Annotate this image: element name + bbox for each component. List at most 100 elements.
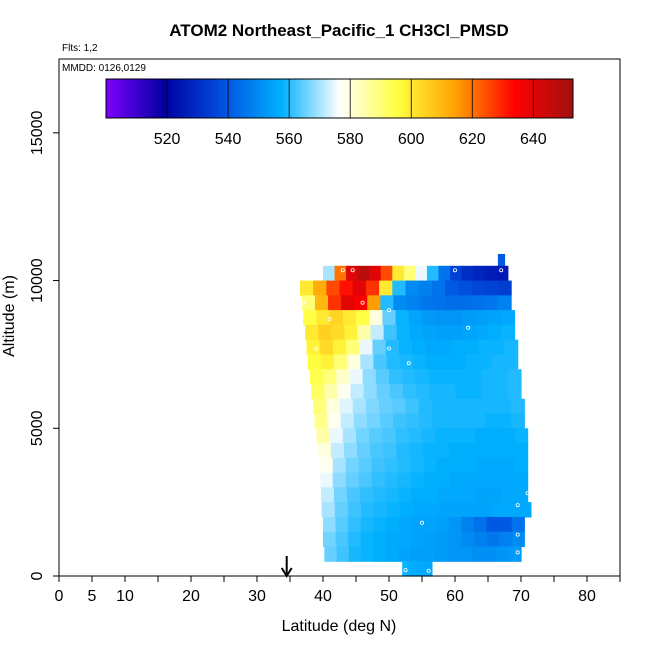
heatmap-cell bbox=[464, 339, 479, 356]
heatmap-cell bbox=[411, 487, 425, 503]
colorbar-swatch bbox=[563, 79, 568, 118]
heatmap-cell bbox=[461, 516, 475, 533]
heatmap-cell bbox=[396, 443, 411, 459]
heatmap-cell bbox=[471, 280, 486, 296]
heatmap-cell bbox=[514, 443, 529, 459]
heatmap-cell bbox=[358, 472, 373, 488]
heatmap-cell bbox=[369, 265, 382, 282]
heatmap-cell bbox=[449, 472, 464, 488]
heatmap-cell bbox=[323, 531, 337, 548]
sample-point bbox=[307, 393, 312, 398]
colorbar-swatch bbox=[488, 79, 493, 118]
heatmap-cell bbox=[436, 531, 450, 548]
heatmap-cell bbox=[422, 324, 437, 341]
heatmap-cell bbox=[422, 546, 436, 562]
heatmap-cell bbox=[373, 516, 387, 533]
heatmap-cell bbox=[356, 310, 370, 326]
heatmap-cell bbox=[474, 428, 489, 444]
heatmap-cell bbox=[471, 413, 486, 429]
heatmap-cell bbox=[318, 324, 332, 341]
heatmap-cell bbox=[405, 398, 420, 415]
colorbar-swatch bbox=[327, 79, 331, 118]
heatmap-cell bbox=[403, 265, 416, 282]
colorbar-swatch bbox=[211, 79, 216, 118]
heatmap-cell bbox=[317, 443, 332, 459]
colorbar-swatch bbox=[308, 79, 312, 118]
heatmap-cell bbox=[411, 531, 425, 548]
heatmap-cell bbox=[462, 443, 476, 459]
heatmap-cell bbox=[348, 531, 362, 548]
heatmap-cell bbox=[398, 339, 413, 356]
heatmap-cell bbox=[439, 354, 453, 370]
heatmap-cell bbox=[379, 398, 393, 415]
colorbar-swatch bbox=[457, 79, 462, 118]
heatmap-cell bbox=[501, 324, 515, 341]
colorbar-swatch bbox=[193, 79, 197, 118]
heatmap-cell bbox=[478, 354, 493, 370]
heatmap-cell bbox=[395, 428, 410, 444]
heatmap-cell bbox=[488, 428, 502, 444]
heatmap-cell bbox=[461, 310, 476, 326]
sample-point bbox=[301, 300, 306, 305]
x-tick-label: 10 bbox=[116, 588, 134, 605]
colorbar-swatch bbox=[351, 79, 356, 118]
heatmap-cell bbox=[438, 265, 451, 282]
colorbar-tick-label: 620 bbox=[459, 131, 486, 148]
heatmap-cell bbox=[356, 428, 370, 444]
heatmap-cell bbox=[448, 428, 463, 444]
colorbar-swatch bbox=[323, 79, 328, 118]
x-tick-label: 70 bbox=[512, 588, 530, 605]
heatmap-cell bbox=[324, 383, 338, 400]
heatmap-cell bbox=[450, 487, 464, 503]
colorbar bbox=[106, 79, 574, 118]
colorbar-swatch bbox=[143, 79, 147, 118]
heatmap-cell bbox=[481, 383, 496, 400]
heatmap-cell bbox=[461, 531, 475, 548]
colorbar-swatch bbox=[392, 79, 397, 118]
colorbar-swatch bbox=[485, 79, 490, 118]
sample-point bbox=[360, 300, 365, 305]
x-axis: 0 5 10 20 30 40 50 60 70 80 bbox=[55, 576, 621, 605]
heatmap-cell bbox=[449, 457, 464, 474]
heatmap-cell bbox=[360, 354, 375, 370]
colorbar-swatch bbox=[370, 79, 375, 118]
heatmap-cell bbox=[400, 502, 414, 518]
heatmap-cell bbox=[396, 324, 411, 341]
heatmap-cell bbox=[329, 310, 344, 326]
heatmap-cell bbox=[326, 398, 341, 415]
heatmap-cell bbox=[321, 502, 336, 518]
heatmap-cell bbox=[336, 546, 350, 562]
heatmap-cell bbox=[406, 295, 421, 311]
heatmap-cell bbox=[402, 383, 417, 400]
heatmap-cell bbox=[380, 295, 395, 311]
colorbar-swatch bbox=[532, 79, 537, 118]
y-tick-label: 15000 bbox=[29, 111, 46, 156]
colorbar-swatch bbox=[439, 79, 443, 118]
heatmap-cell bbox=[366, 413, 381, 429]
colorbar-swatch bbox=[186, 79, 191, 118]
colorbar-swatch bbox=[495, 79, 499, 118]
colorbar-swatch bbox=[271, 79, 275, 118]
heatmap-cell bbox=[313, 280, 327, 296]
sample-point bbox=[327, 316, 332, 321]
colorbar-swatch bbox=[283, 79, 288, 118]
colorbar-swatch bbox=[417, 79, 421, 118]
heatmap-cell bbox=[363, 383, 378, 400]
colorbar-swatch bbox=[246, 79, 250, 118]
heatmap-cell bbox=[316, 310, 331, 326]
colorbar-swatch bbox=[171, 79, 175, 118]
colorbar-swatch bbox=[373, 79, 378, 118]
heatmap-cell bbox=[475, 472, 490, 488]
colorbar-swatch bbox=[364, 79, 369, 118]
colorbar-swatch bbox=[498, 79, 502, 118]
colorbar-swatch bbox=[218, 79, 222, 118]
x-tick-label: 50 bbox=[380, 588, 398, 605]
colorbar-tick-label: 600 bbox=[398, 131, 425, 148]
heatmap-cell bbox=[398, 546, 411, 562]
heatmap-cell bbox=[491, 354, 506, 370]
sample-point bbox=[515, 550, 520, 555]
colorbar-swatch bbox=[115, 79, 119, 118]
heatmap-cell bbox=[319, 339, 334, 356]
colorbar-swatch bbox=[535, 79, 540, 118]
